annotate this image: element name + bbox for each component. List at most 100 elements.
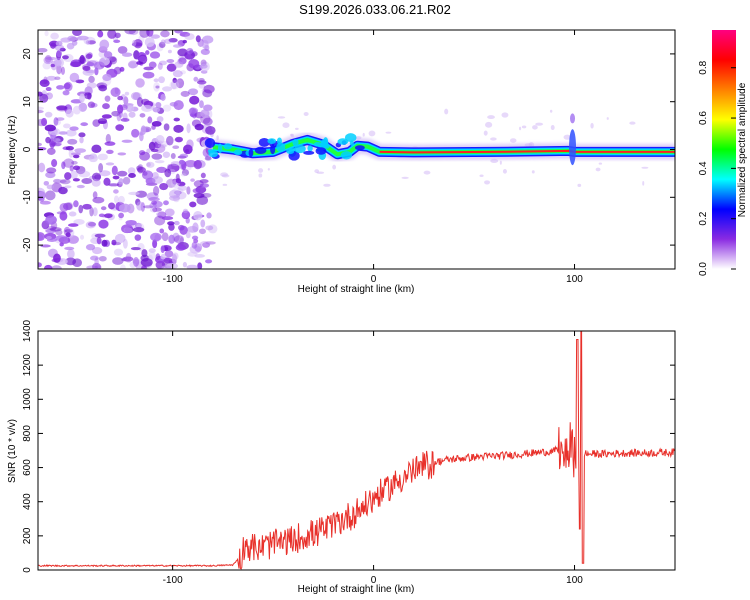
noise-blob (130, 92, 141, 100)
noise-blob (303, 111, 309, 116)
noise-blob (149, 51, 161, 59)
ridge-core (379, 149, 675, 154)
ridge-blob (258, 137, 270, 147)
noise-blob (175, 244, 187, 251)
noise-blob (368, 130, 376, 137)
noise-blob (49, 140, 55, 150)
noise-blob (46, 75, 57, 81)
noise-blob (144, 37, 155, 48)
noise-blob (117, 104, 124, 114)
noise-blob (55, 229, 63, 236)
x-tick-label: 100 (566, 274, 583, 285)
noise-blob (74, 148, 87, 154)
noise-blob (99, 39, 110, 50)
noise-blob (159, 228, 165, 234)
noise-blob (155, 135, 165, 145)
noise-blob (590, 122, 594, 129)
noise-blob (117, 152, 127, 156)
noise-blob (192, 188, 201, 194)
noise-blob (70, 99, 83, 104)
noise-blob (101, 114, 112, 119)
noise-blob (62, 55, 69, 60)
noise-blob (92, 196, 105, 204)
noise-blob (487, 115, 495, 120)
noise-blob (68, 148, 74, 158)
noise-blob (73, 219, 85, 225)
noise-blob (105, 133, 111, 144)
noise-blob (203, 84, 215, 94)
noise-blob (50, 63, 56, 68)
noise-blob (43, 56, 53, 65)
noise-blob (168, 234, 176, 244)
noise-blob (65, 129, 77, 137)
snr-line (38, 331, 675, 570)
noise-blob (170, 161, 181, 166)
noise-blob (199, 100, 204, 109)
noise-blob (182, 261, 188, 268)
noise-blob (186, 47, 194, 55)
noise-blob (182, 208, 189, 214)
noise-blob (479, 174, 484, 178)
noise-blob (84, 92, 92, 100)
noise-blob (193, 76, 199, 82)
noise-blob (67, 35, 77, 42)
noise-blob (38, 109, 44, 114)
noise-blob (85, 40, 91, 45)
noise-blob (490, 137, 497, 141)
noise-blob (154, 160, 165, 164)
noise-blob (204, 156, 212, 161)
noise-blob (78, 56, 86, 65)
noise-blob (162, 151, 171, 158)
ridge-blob (270, 144, 276, 155)
noise-blob (160, 253, 166, 260)
noise-blob (85, 243, 96, 251)
noise-blob (140, 258, 153, 267)
noise-blob (153, 78, 159, 83)
noise-blob (88, 154, 98, 163)
noise-blob (483, 130, 488, 136)
noise-blob (45, 92, 54, 100)
noise-blob (94, 174, 102, 180)
noise-blob (169, 102, 178, 107)
noise-blob (519, 126, 522, 131)
noise-blob (65, 109, 74, 118)
noise-blob (43, 180, 50, 186)
noise-blob (113, 189, 119, 194)
noise-blob (151, 153, 163, 160)
noise-blob (189, 201, 197, 208)
noise-blob (58, 186, 68, 195)
noise-blob (167, 221, 175, 226)
snr-x-label: Height of straight line (km) (298, 584, 415, 595)
noise-blob (97, 30, 104, 38)
ridge-spike (569, 129, 577, 166)
noise-blob (76, 184, 85, 189)
noise-blob (200, 172, 206, 179)
noise-blob (186, 139, 194, 150)
noise-blob (172, 77, 177, 83)
x-tick-label: -100 (163, 575, 183, 586)
noise-blob (153, 144, 166, 154)
noise-blob (148, 248, 156, 254)
noise-blob (54, 179, 67, 184)
noise-blob (38, 162, 46, 173)
noise-blob (148, 197, 160, 202)
noise-blob (115, 124, 125, 131)
noise-blob (78, 204, 84, 214)
noise-blob (61, 161, 66, 170)
noise-blob (535, 122, 544, 126)
noise-blob (81, 178, 93, 184)
noise-blob (155, 85, 160, 89)
noise-blob (102, 103, 110, 110)
noise-blob (172, 44, 182, 48)
y-tick-label: 400 (22, 493, 33, 510)
noise-blob (183, 144, 193, 155)
noise-blob (191, 235, 199, 240)
noise-blob (179, 31, 191, 37)
noise-blob (124, 30, 136, 35)
noise-blob (98, 219, 109, 229)
noise-blob (96, 237, 102, 245)
ridge-blob (267, 138, 277, 145)
noise-blob (112, 175, 120, 180)
noise-blob (195, 35, 201, 43)
noise-blob (73, 165, 81, 171)
